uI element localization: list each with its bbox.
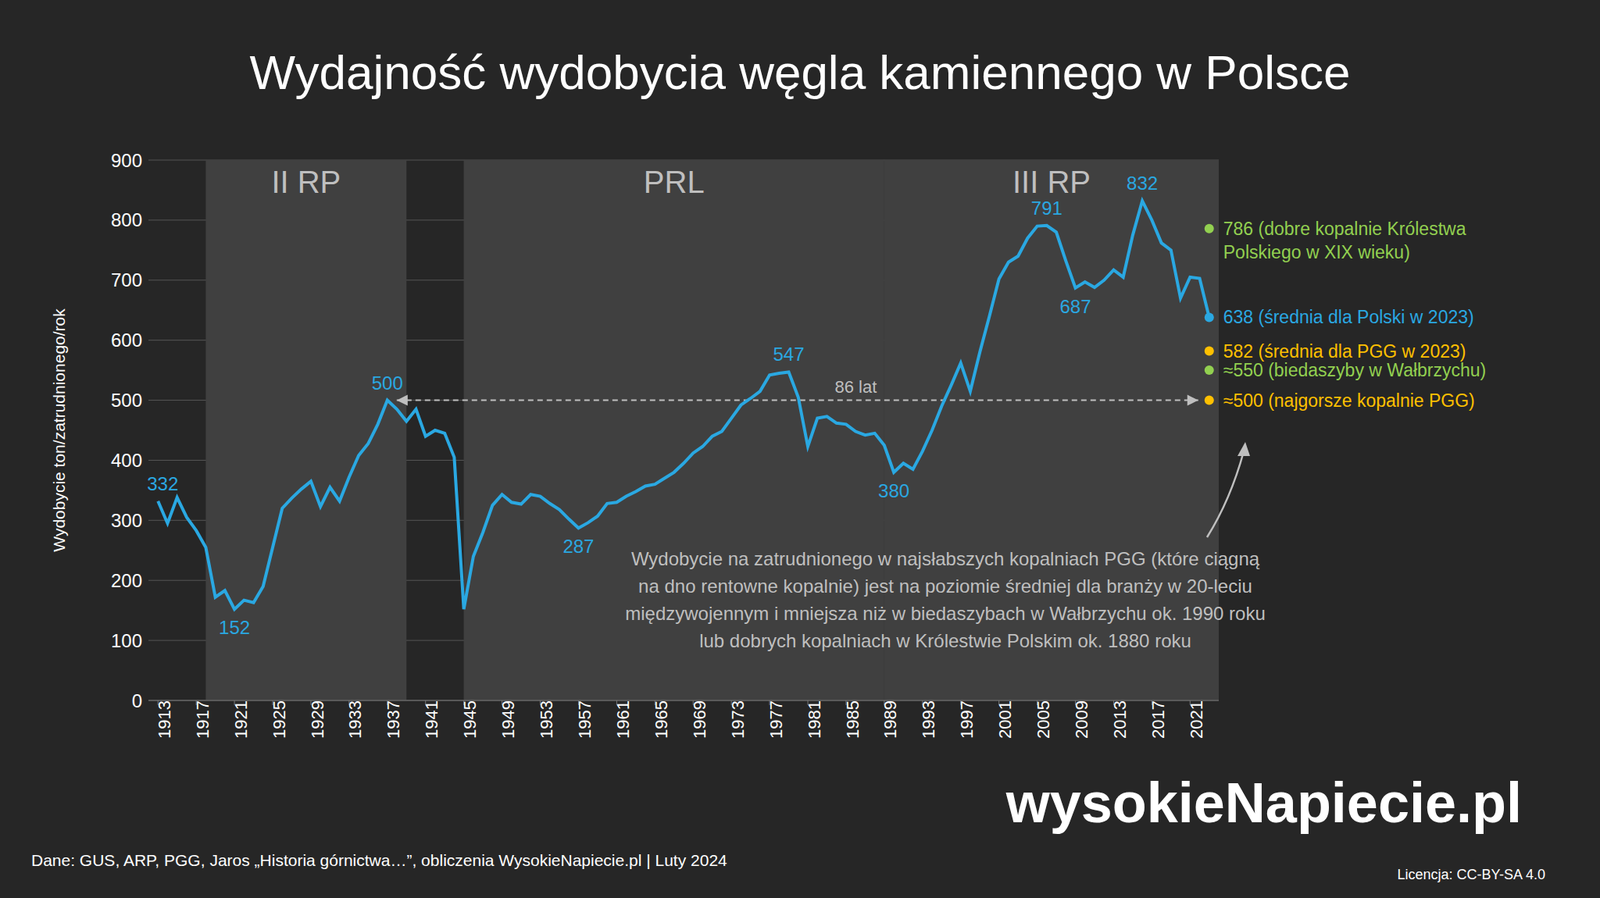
svg-text:1997: 1997	[957, 700, 977, 740]
svg-text:II RP: II RP	[271, 164, 341, 200]
svg-text:1941: 1941	[421, 700, 442, 740]
svg-text:1953: 1953	[536, 700, 557, 740]
svg-text:1981: 1981	[804, 700, 825, 740]
html-text:Dane: GUS, ARP, PGG, Jaros „Hi: Dane: GUS, ARP, PGG, Jaros „Historia gór…	[31, 851, 728, 870]
svg-text:1929: 1929	[307, 700, 328, 740]
svg-text:2017: 2017	[1148, 700, 1168, 740]
svg-text:900: 900	[110, 150, 143, 172]
svg-text:86 lat: 86 lat	[835, 377, 878, 397]
html-text:Licencja: CC-BY-SA 4.0: Licencja: CC-BY-SA 4.0	[1397, 867, 1546, 883]
svg-text:1973: 1973	[728, 700, 748, 740]
svg-text:2001: 2001	[995, 700, 1015, 740]
svg-text:600: 600	[110, 329, 143, 351]
svg-text:500: 500	[110, 389, 143, 411]
svg-text:1977: 1977	[766, 700, 786, 740]
svg-text:1985: 1985	[842, 700, 863, 740]
svg-text:1925: 1925	[269, 700, 290, 740]
svg-text:1965: 1965	[651, 700, 672, 740]
svg-text:1969: 1969	[689, 700, 710, 740]
svg-text:500: 500	[371, 372, 404, 394]
svg-text:2021: 2021	[1186, 700, 1207, 740]
svg-text:582 (średnia dla PGG w 2023): 582 (średnia dla PGG w 2023)	[1223, 341, 1467, 362]
svg-text:287: 287	[562, 535, 594, 558]
html-text:Wydobycie na zatrudnionego w n: Wydobycie na zatrudnionego w najsłabszyc…	[625, 548, 1266, 652]
svg-text:786 (dobre kopalnie KrólestwaP: 786 (dobre kopalnie KrólestwaPolskiego w…	[1223, 218, 1467, 263]
svg-text:100: 100	[110, 630, 143, 652]
svg-text:1949: 1949	[498, 700, 518, 740]
svg-text:1917: 1917	[192, 700, 213, 740]
svg-text:2009: 2009	[1071, 700, 1092, 740]
svg-text:300: 300	[110, 510, 143, 532]
svg-text:638 (średnia dla Polski w 2023: 638 (średnia dla Polski w 2023)	[1223, 307, 1475, 328]
svg-text:≈500 (najgorsze kopalnie PGG): ≈500 (najgorsze kopalnie PGG)	[1223, 390, 1475, 411]
svg-text:200: 200	[110, 570, 143, 592]
svg-text:1933: 1933	[345, 700, 365, 740]
svg-text:1913: 1913	[154, 700, 175, 740]
html-text:wysokieNapiecie.pl: wysokieNapiecie.pl	[1006, 771, 1522, 835]
svg-text:≈550 (biedaszyby w Wałbrzychu): ≈550 (biedaszyby w Wałbrzychu)	[1223, 360, 1486, 381]
svg-text:1957: 1957	[575, 700, 595, 740]
svg-text:380: 380	[878, 480, 910, 502]
svg-text:2005: 2005	[1033, 700, 1054, 740]
svg-text:1993: 1993	[918, 700, 939, 740]
svg-text:791: 791	[1031, 197, 1063, 219]
svg-text:547: 547	[773, 343, 805, 365]
html-text:Wydajność wydobycia węgla kami: Wydajność wydobycia węgla kamiennego w P…	[249, 45, 1351, 100]
svg-text:1937: 1937	[383, 700, 404, 740]
svg-text:832: 832	[1126, 172, 1158, 194]
svg-text:152: 152	[218, 617, 250, 639]
svg-text:Wydobycie ton/zatrudnionego/ro: Wydobycie ton/zatrudnionego/rok	[50, 308, 68, 553]
svg-text:800: 800	[110, 209, 143, 231]
svg-text:PRL: PRL	[643, 164, 705, 200]
svg-text:1989: 1989	[880, 700, 900, 740]
svg-text:687: 687	[1059, 296, 1091, 318]
svg-text:2013: 2013	[1110, 700, 1130, 740]
svg-text:1945: 1945	[460, 700, 480, 740]
svg-text:400: 400	[110, 450, 143, 472]
svg-text:1961: 1961	[613, 700, 633, 740]
svg-text:1921: 1921	[231, 700, 251, 740]
svg-text:III RP: III RP	[1012, 164, 1091, 200]
svg-text:332: 332	[146, 473, 179, 495]
svg-text:700: 700	[110, 269, 143, 291]
svg-text:0: 0	[132, 690, 143, 712]
